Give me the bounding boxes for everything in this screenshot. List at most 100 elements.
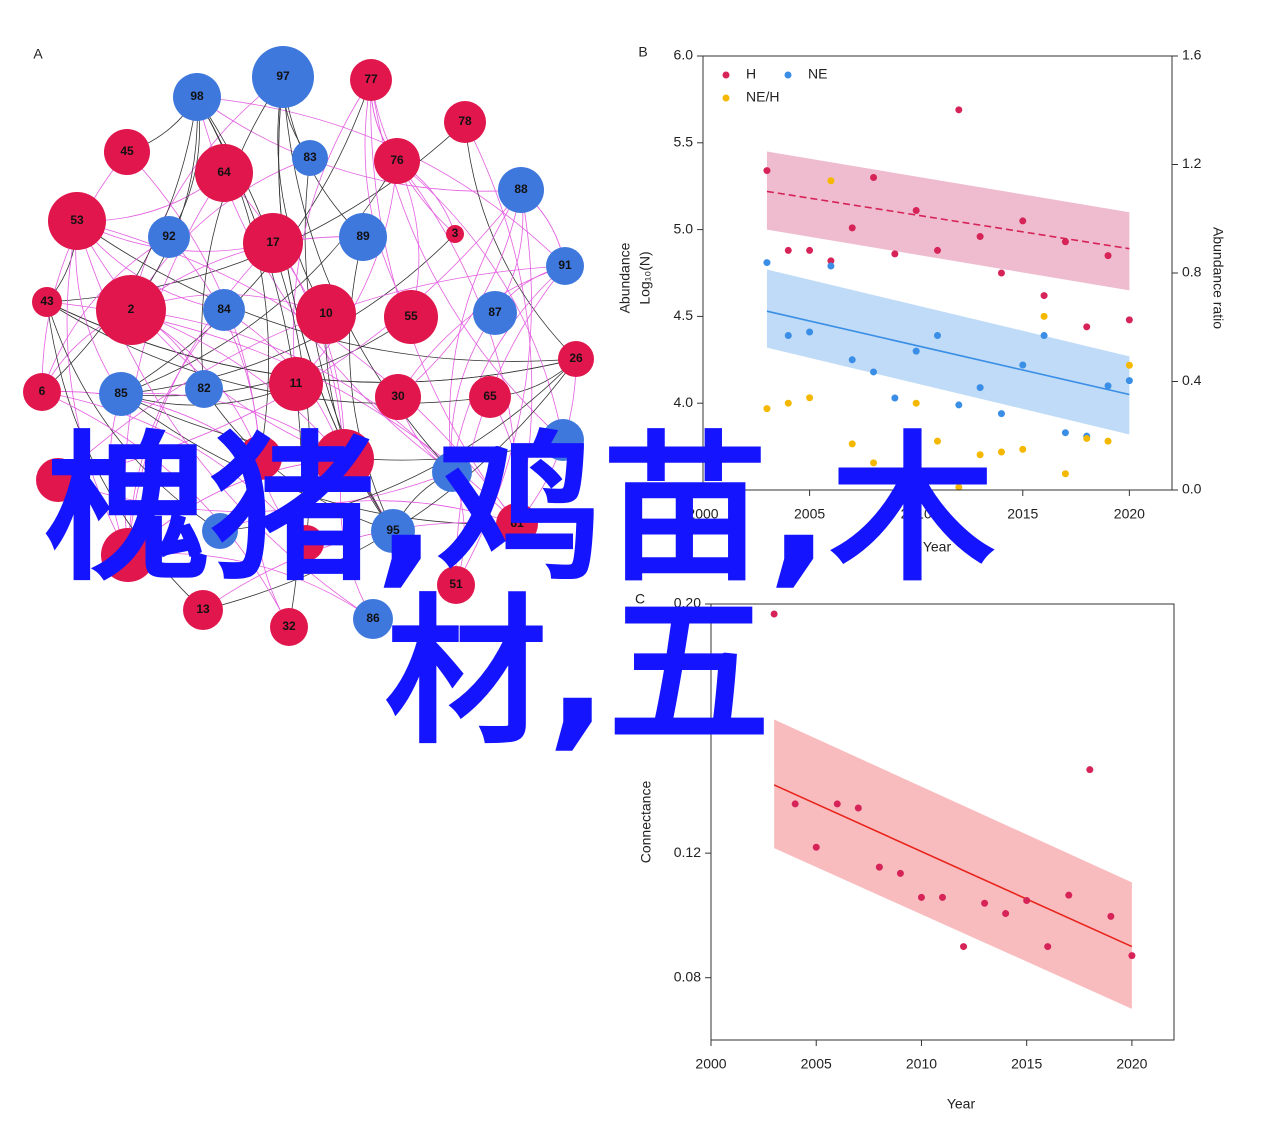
fit-line	[766, 310, 1130, 396]
data-point	[997, 448, 1005, 456]
y-axis-label: Connectance	[638, 781, 654, 864]
data-point	[1083, 434, 1091, 442]
panel-letter: A	[33, 46, 43, 62]
y-tick-label: 5.0	[674, 220, 694, 236]
node-label: 89	[356, 229, 370, 243]
edge	[295, 160, 398, 385]
data-point	[912, 399, 920, 407]
edge	[46, 301, 491, 404]
data-point	[934, 331, 941, 339]
data-point	[981, 899, 989, 907]
network-node	[384, 290, 438, 344]
network-node	[252, 46, 314, 108]
network-node	[99, 372, 143, 416]
edge	[219, 358, 577, 532]
y-tick-label: 6.0	[674, 47, 694, 63]
edge	[464, 121, 577, 360]
legend-label: NE	[808, 66, 827, 82]
edge	[127, 309, 225, 556]
data-point	[870, 459, 878, 467]
network-node	[202, 513, 238, 549]
node-label: 2	[128, 302, 135, 316]
network-node	[353, 599, 393, 639]
data-point	[848, 224, 856, 232]
y2-tick-label: 0.8	[1182, 264, 1202, 280]
data-point	[1019, 361, 1027, 369]
data-point	[976, 451, 984, 459]
y-tick-label: 0.12	[674, 844, 701, 860]
y-axis-label: Abundance	[617, 242, 633, 313]
edge	[449, 189, 522, 473]
edge	[203, 388, 394, 532]
data-point	[1065, 891, 1073, 899]
data-point	[1061, 470, 1069, 478]
edge	[201, 76, 284, 390]
data-point	[827, 257, 835, 265]
data-point	[1061, 429, 1069, 437]
data-point	[896, 869, 904, 877]
x-tick-label: 2015	[1007, 506, 1038, 522]
node-label: 88	[514, 182, 528, 196]
edge	[76, 220, 345, 460]
node-label: 32	[282, 619, 296, 633]
data-point	[1019, 217, 1027, 225]
node-label: 77	[364, 72, 378, 86]
data-point	[763, 405, 771, 413]
edge	[41, 96, 198, 393]
node-label: 82	[197, 381, 211, 395]
edge	[202, 522, 518, 611]
plot-frame	[710, 603, 1175, 1041]
data-point	[1083, 323, 1091, 331]
node-label: 86	[366, 611, 380, 625]
network-node	[350, 59, 392, 101]
legend-label: NE/H	[746, 89, 779, 105]
network-node	[195, 144, 253, 202]
legend-marker	[722, 71, 730, 79]
node-label: 78	[458, 114, 472, 128]
network-node	[446, 225, 464, 243]
network-node	[314, 429, 374, 489]
data-point	[997, 410, 1005, 418]
node-label: 83	[303, 150, 317, 164]
y2-tick-label: 1.2	[1182, 155, 1202, 171]
node-label: 51	[449, 577, 463, 591]
edge	[127, 458, 345, 556]
data-point	[806, 246, 814, 254]
network-node	[101, 528, 155, 582]
network-node	[148, 216, 190, 258]
data-point	[960, 943, 968, 951]
edge	[464, 121, 533, 525]
data-point	[870, 174, 878, 182]
network-node	[32, 287, 62, 317]
network-node	[469, 376, 511, 418]
data-point	[1040, 312, 1048, 320]
panel-letter: C	[635, 591, 645, 607]
network-node	[292, 140, 328, 176]
network-node	[496, 503, 538, 545]
network-node	[203, 289, 245, 331]
node-label: 87	[488, 305, 502, 319]
legend-marker	[722, 94, 730, 102]
data-point	[784, 246, 792, 254]
network-node	[339, 213, 387, 261]
legend-label: H	[746, 66, 756, 82]
overlay-text: 槐猪,鸡苗,木	[45, 416, 995, 603]
y2-tick-label: 0.0	[1182, 481, 1202, 497]
fit-line	[766, 190, 1130, 250]
node-label: 61	[510, 516, 524, 530]
overlay-text: 材,五	[385, 579, 770, 766]
edge	[130, 76, 284, 311]
data-point	[1040, 331, 1048, 339]
node-label: 26	[569, 351, 583, 365]
data-point	[1040, 292, 1048, 300]
edge	[127, 552, 374, 620]
edge	[120, 392, 345, 460]
node-label: 43	[40, 294, 54, 308]
node-label: 11	[290, 376, 303, 390]
node-label: 98	[190, 89, 204, 103]
y-tick-label: 4.5	[674, 307, 694, 323]
y-axis-label: Log₁₀(N)	[637, 251, 653, 304]
data-point	[955, 483, 963, 491]
x-axis-label: Year	[923, 539, 952, 555]
